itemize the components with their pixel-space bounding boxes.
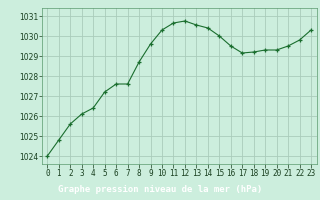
Text: Graphe pression niveau de la mer (hPa): Graphe pression niveau de la mer (hPa) [58, 185, 262, 194]
